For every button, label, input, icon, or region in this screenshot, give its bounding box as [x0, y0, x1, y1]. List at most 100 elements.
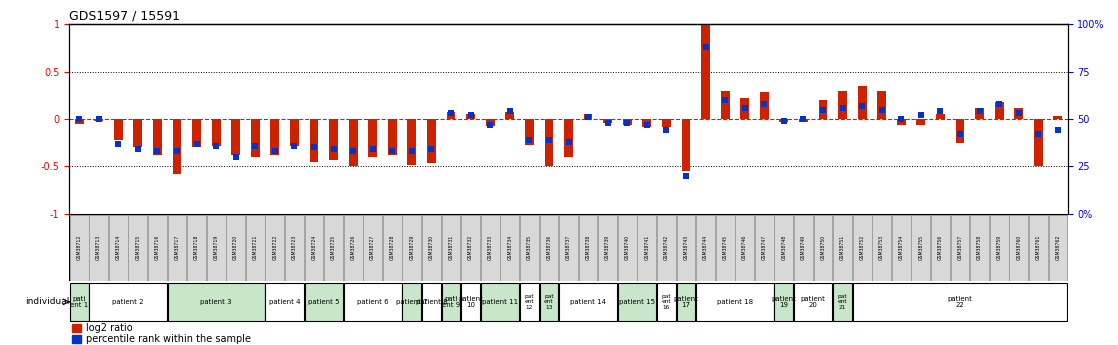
Bar	[917, 119, 926, 125]
Text: patient 7: patient 7	[396, 299, 428, 305]
Bar	[187, 215, 206, 280]
Bar	[975, 108, 984, 119]
Bar	[423, 215, 440, 280]
Bar	[559, 283, 617, 321]
Text: patient 4: patient 4	[269, 299, 301, 305]
Bar	[1029, 215, 1048, 280]
Bar	[265, 283, 304, 321]
Text: GSM38725: GSM38725	[331, 235, 337, 260]
Bar	[598, 215, 617, 280]
Bar	[540, 283, 558, 321]
Bar	[481, 283, 519, 321]
Text: patient
10: patient 10	[458, 296, 483, 308]
Bar	[133, 119, 142, 148]
Bar	[402, 215, 421, 280]
Text: percentile rank within the sample: percentile rank within the sample	[86, 334, 252, 344]
Bar	[931, 215, 950, 280]
Bar	[271, 119, 280, 155]
Bar	[799, 119, 808, 122]
Bar	[657, 215, 675, 280]
Bar	[69, 215, 88, 280]
Bar	[794, 283, 833, 321]
Text: GSM38732: GSM38732	[468, 235, 473, 260]
Text: GSM38721: GSM38721	[253, 235, 258, 260]
Bar	[676, 215, 695, 280]
Text: GSM38712: GSM38712	[77, 235, 82, 260]
Bar	[329, 119, 338, 160]
Text: GSM38729: GSM38729	[409, 235, 415, 260]
Text: patient 8: patient 8	[416, 299, 447, 305]
Text: patient
20: patient 20	[800, 296, 825, 308]
Text: GSM38745: GSM38745	[722, 235, 728, 260]
Text: GSM38748: GSM38748	[781, 235, 786, 260]
Text: GSM38740: GSM38740	[625, 235, 629, 260]
Bar	[623, 119, 632, 125]
Bar	[794, 215, 813, 280]
Text: GSM38755: GSM38755	[918, 235, 923, 260]
Bar	[192, 119, 201, 148]
Bar	[168, 283, 265, 321]
Bar	[1010, 215, 1029, 280]
Bar	[760, 92, 769, 119]
Bar	[505, 112, 514, 119]
Text: GSM38720: GSM38720	[234, 235, 238, 260]
Text: GSM38715: GSM38715	[135, 235, 141, 260]
Text: GSM38737: GSM38737	[566, 235, 571, 260]
Bar	[1053, 116, 1062, 119]
Bar	[1034, 119, 1043, 166]
Bar	[466, 114, 475, 119]
Bar	[310, 119, 319, 162]
Bar	[565, 119, 572, 157]
Text: patient 2: patient 2	[112, 299, 144, 305]
Bar	[153, 119, 162, 155]
Text: GSM38733: GSM38733	[487, 235, 493, 260]
Bar	[207, 215, 226, 280]
Bar	[755, 215, 774, 280]
Bar	[878, 90, 887, 119]
Text: patient 14: patient 14	[570, 299, 606, 305]
Bar	[250, 119, 259, 157]
Bar	[1014, 108, 1023, 119]
Text: GSM38718: GSM38718	[195, 235, 199, 260]
Text: GSM38741: GSM38741	[644, 235, 650, 260]
Text: GSM38722: GSM38722	[273, 235, 277, 260]
Text: GSM38726: GSM38726	[351, 235, 356, 260]
Text: GSM38757: GSM38757	[957, 235, 963, 260]
Bar	[853, 215, 872, 280]
Bar	[343, 283, 401, 321]
Bar	[697, 215, 714, 280]
Bar	[584, 114, 593, 119]
Text: pat
ent
12: pat ent 12	[524, 294, 534, 310]
Bar	[226, 215, 245, 280]
Bar	[618, 215, 636, 280]
Bar	[129, 215, 148, 280]
Bar	[486, 119, 494, 126]
Bar	[114, 119, 123, 140]
Bar	[423, 283, 440, 321]
Bar	[363, 215, 382, 280]
Text: GSM38728: GSM38728	[390, 235, 395, 260]
Bar	[618, 283, 656, 321]
Text: GSM38739: GSM38739	[605, 235, 610, 260]
Text: GSM38714: GSM38714	[116, 235, 121, 260]
Bar	[525, 119, 533, 145]
Bar	[936, 114, 945, 119]
Bar	[520, 215, 539, 280]
Bar	[559, 215, 578, 280]
Bar	[407, 119, 416, 165]
Bar	[775, 215, 794, 280]
Bar	[682, 119, 690, 171]
Text: GSM38749: GSM38749	[800, 235, 806, 260]
Bar	[853, 283, 1068, 321]
Text: pat
ent
16: pat ent 16	[662, 294, 671, 310]
Bar	[148, 215, 167, 280]
Bar	[995, 102, 1004, 119]
Bar	[833, 283, 852, 321]
Text: pat
ent
13: pat ent 13	[544, 294, 553, 310]
Bar	[579, 215, 597, 280]
Text: GSM38727: GSM38727	[370, 235, 376, 260]
Bar	[447, 112, 455, 119]
Text: log2 ratio: log2 ratio	[86, 323, 133, 333]
Bar	[697, 283, 774, 321]
Bar	[501, 215, 519, 280]
